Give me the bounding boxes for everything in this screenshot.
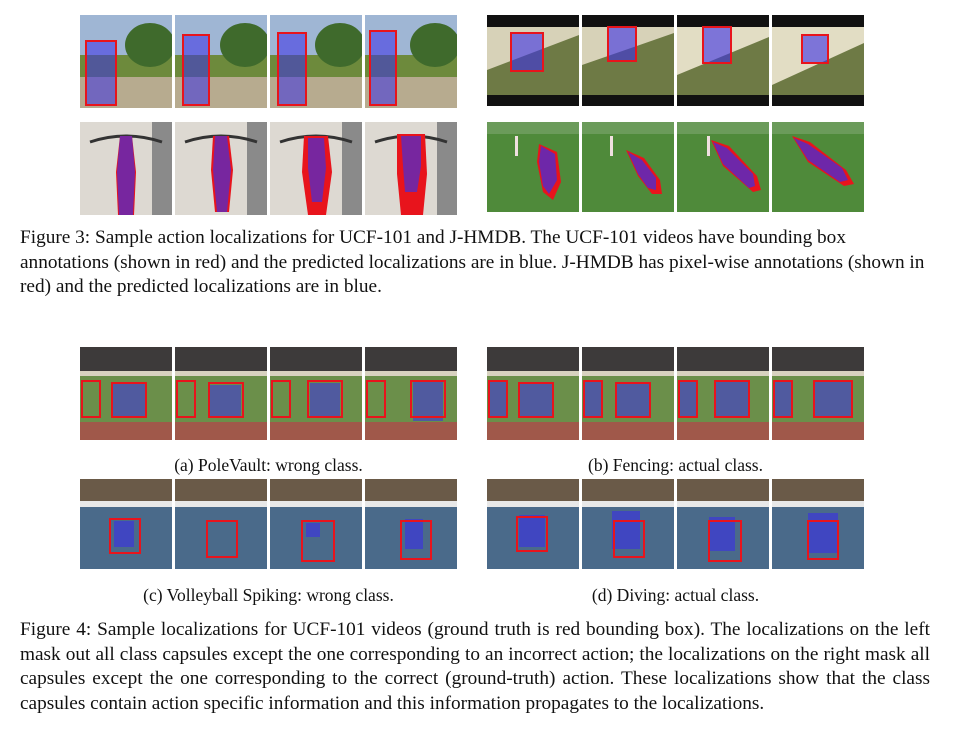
fig4-frame	[487, 479, 579, 569]
fig4-frame	[270, 479, 362, 569]
fig4c-strip	[80, 479, 457, 569]
figure4-caption: Figure 4: Sample localizations for UCF-1…	[20, 619, 930, 714]
fig3-frame	[677, 122, 769, 212]
fig4-frame	[175, 479, 267, 569]
fig4-frame	[175, 347, 267, 440]
fig4a-strip	[80, 347, 457, 440]
subfig-b-label: (b) Fencing: actual class.	[588, 455, 763, 475]
subfig-c-label: (c) Volleyball Spiking: wrong class.	[143, 585, 394, 605]
fig3-frame	[270, 122, 362, 215]
fig3-strip-hillside	[487, 15, 864, 106]
fig4-frame	[80, 347, 172, 440]
fig4-frame	[365, 479, 457, 569]
fig3-frame	[365, 15, 457, 108]
fig4-frame	[582, 479, 674, 569]
fig4-frame	[270, 347, 362, 440]
fig3-frame	[175, 15, 267, 108]
subfig-d-label: (d) Diving: actual class.	[591, 585, 760, 605]
fig4-frame	[677, 479, 769, 569]
fig3-frame	[772, 122, 864, 212]
fig4-frame	[772, 479, 864, 569]
fig3-frame	[80, 15, 172, 108]
fig3-strip-basketball	[80, 15, 457, 108]
fig4-frame	[365, 347, 457, 440]
fig3-frame	[582, 15, 674, 106]
fig4-frame	[487, 347, 579, 440]
fig4-frame	[677, 347, 769, 440]
figure3-caption: Figure 3: Sample action localizations fo…	[20, 227, 925, 297]
fig3-frame	[80, 122, 172, 215]
fig4d-strip	[487, 479, 864, 569]
subfig-a-label: (a) PoleVault: wrong class.	[174, 455, 363, 475]
fig3-frame	[772, 15, 864, 106]
fig3-frame	[270, 15, 362, 108]
fig4b-strip	[487, 347, 864, 440]
fig4-frame	[582, 347, 674, 440]
fig4-frame	[80, 479, 172, 569]
fig3-frame	[677, 15, 769, 106]
fig3-frame	[582, 122, 674, 212]
fig4-frame	[772, 347, 864, 440]
fig3-frame	[487, 15, 579, 106]
fig3-strip-soccer	[487, 122, 864, 212]
fig3-frame	[175, 122, 267, 215]
fig3-frame	[365, 122, 457, 215]
fig3-strip-pullup	[80, 122, 457, 215]
fig3-frame	[487, 122, 579, 212]
